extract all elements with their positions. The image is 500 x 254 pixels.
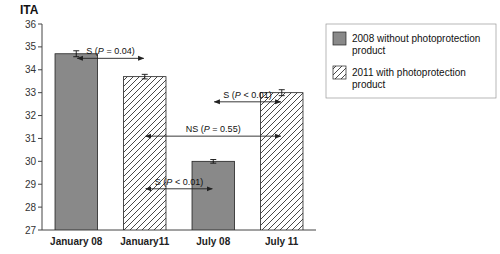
error-cap bbox=[73, 50, 79, 51]
y-tick-label: 31 bbox=[25, 133, 37, 144]
bar bbox=[55, 54, 97, 230]
annotation-label: S (P < 0.01) bbox=[223, 90, 271, 100]
x-tick-label: January 08 bbox=[50, 236, 103, 247]
y-tick bbox=[38, 115, 42, 116]
bar-hatch bbox=[261, 93, 303, 230]
y-tick-label: 35 bbox=[25, 41, 37, 52]
x-tick-label: July 11 bbox=[265, 236, 299, 247]
y-axis bbox=[42, 24, 43, 230]
y-tick-label: 36 bbox=[25, 19, 37, 30]
y-tick bbox=[38, 138, 42, 139]
error-cap bbox=[142, 74, 148, 75]
y-tick-label: 28 bbox=[25, 202, 37, 213]
legend: 2008 without photoprotectionproduct 2011 … bbox=[326, 24, 496, 98]
y-tick-label: 32 bbox=[25, 110, 37, 121]
error-cap bbox=[73, 56, 79, 57]
annotation-arrow bbox=[146, 136, 281, 137]
legend-label: 2008 without photoprotectionproduct bbox=[352, 33, 480, 56]
y-tick bbox=[38, 92, 42, 93]
error-cap bbox=[279, 89, 285, 90]
error-cap bbox=[210, 159, 216, 160]
error-bar bbox=[279, 90, 285, 96]
y-tick-label: 33 bbox=[25, 87, 37, 98]
y-tick-label: 27 bbox=[25, 225, 37, 236]
annotation-arrow bbox=[77, 58, 144, 59]
error-stem bbox=[76, 51, 77, 57]
y-tick bbox=[38, 161, 42, 162]
legend-swatch-hatch bbox=[333, 66, 346, 79]
x-tick-label: July 08 bbox=[196, 236, 230, 247]
error-bar bbox=[210, 160, 216, 164]
y-tick bbox=[38, 24, 42, 25]
error-stem bbox=[281, 90, 282, 96]
y-tick-label: 34 bbox=[25, 64, 37, 75]
error-stem bbox=[213, 160, 214, 164]
bar-hatch bbox=[124, 77, 166, 230]
y-axis-label: ITA bbox=[20, 3, 39, 17]
y-tick-label: 29 bbox=[25, 179, 37, 190]
error-bar bbox=[142, 74, 148, 79]
y-tick bbox=[38, 46, 42, 47]
bar bbox=[261, 93, 303, 230]
annotation-label: NS (P = 0.55) bbox=[186, 124, 241, 134]
annotation-arrow bbox=[146, 188, 213, 189]
error-cap bbox=[279, 95, 285, 96]
y-tick bbox=[38, 69, 42, 70]
y-tick bbox=[38, 230, 42, 231]
legend-frame bbox=[326, 24, 496, 98]
legend-swatch bbox=[333, 32, 346, 45]
bars bbox=[55, 51, 303, 230]
legend-swatch bbox=[333, 66, 346, 79]
bar bbox=[192, 161, 234, 230]
annotation-label: S (P = 0.04) bbox=[86, 46, 134, 56]
y-tick-label: 30 bbox=[25, 156, 37, 167]
legend-label: 2011 with photoprotectionproduct bbox=[352, 67, 466, 90]
annotation-label: S (P < 0.01) bbox=[155, 177, 203, 187]
annotation-arrow bbox=[214, 101, 281, 102]
error-stem bbox=[144, 74, 145, 79]
error-bar bbox=[73, 51, 79, 57]
bar bbox=[124, 77, 166, 230]
error-cap bbox=[210, 163, 216, 164]
y-tick bbox=[38, 207, 42, 208]
y-tick bbox=[38, 184, 42, 185]
x-tick-label: January11 bbox=[120, 236, 169, 247]
chart: 27 28 29 30 31 32 33 34 35 36 ITA January 08 January… bbox=[0, 0, 500, 254]
error-cap bbox=[142, 78, 148, 79]
